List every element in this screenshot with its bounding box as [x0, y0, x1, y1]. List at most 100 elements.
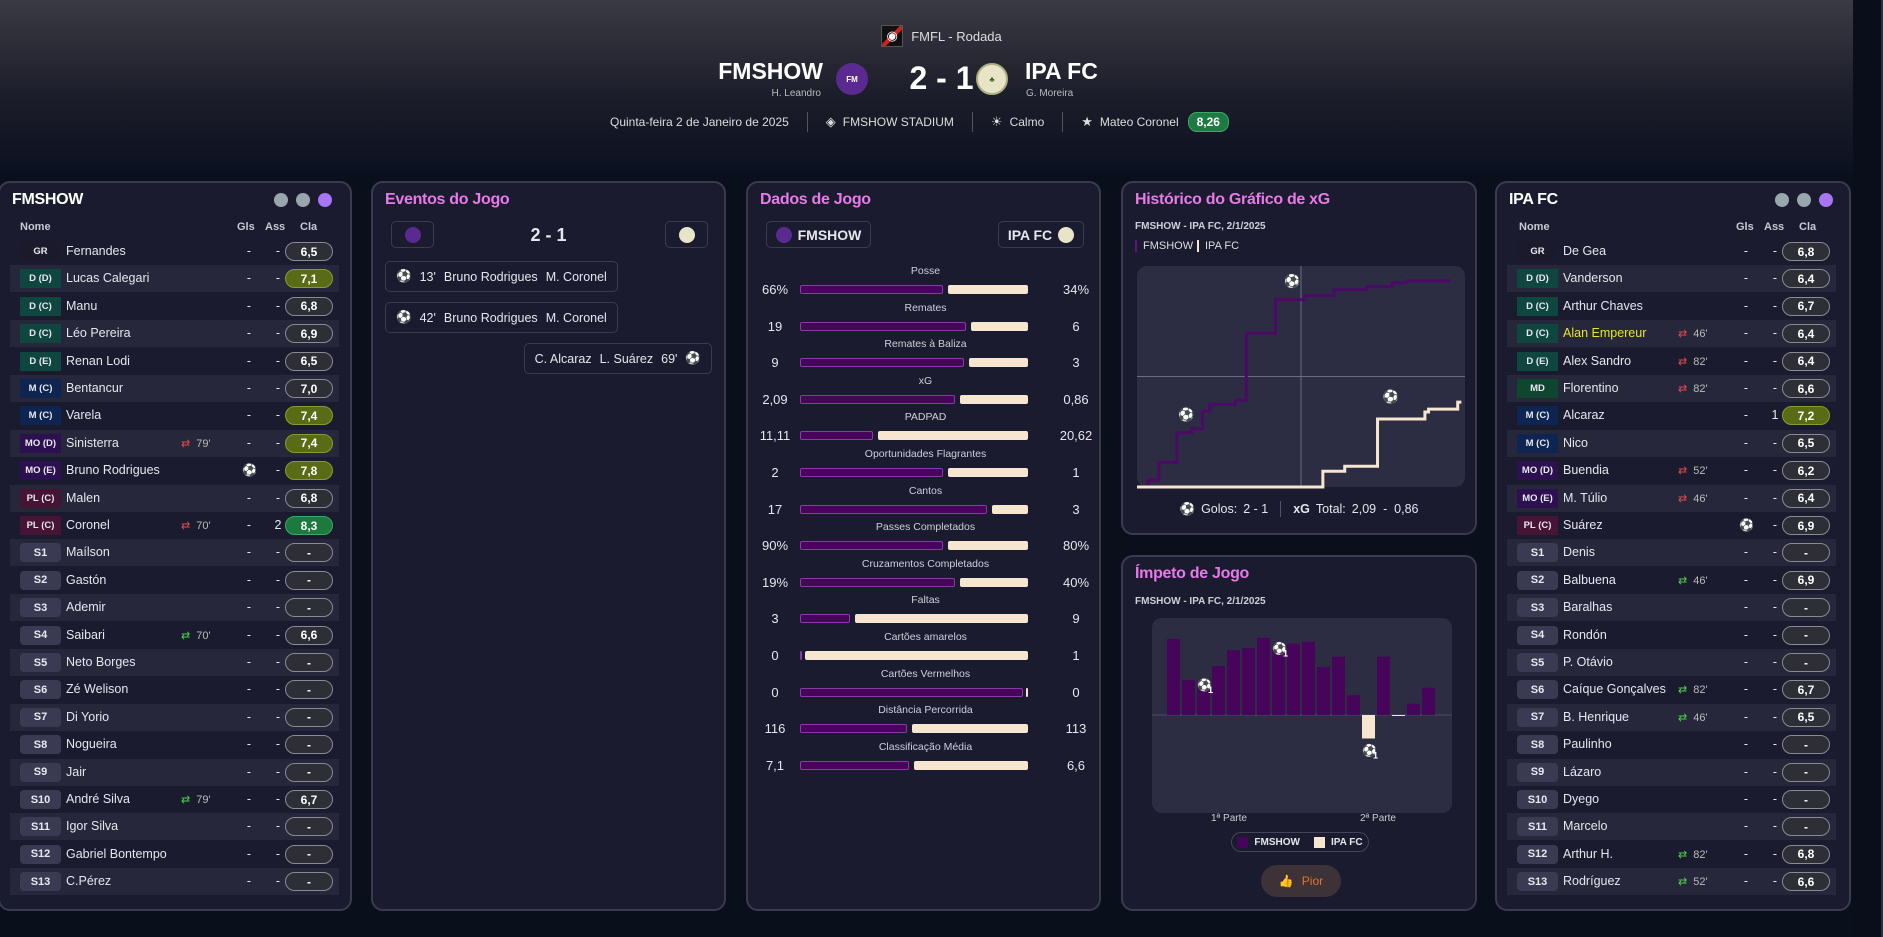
player-name[interactable]: Di Yorio: [66, 709, 110, 724]
player-name[interactable]: Lucas Calegari: [66, 271, 150, 286]
pior-button[interactable]: 👍 Pior: [1261, 865, 1341, 897]
player-name[interactable]: C.Pérez: [66, 874, 112, 889]
away-crest-icon[interactable]: ♣: [976, 63, 1008, 95]
player-name[interactable]: Neto Borges: [66, 655, 136, 669]
view-dot-2[interactable]: [1797, 193, 1811, 207]
player-row[interactable]: S9 Lázaro - - -: [1507, 758, 1836, 786]
player-name[interactable]: Baralhas: [1563, 600, 1613, 615]
player-row[interactable]: S4 Saibari ⇄ 70' - -6,6: [10, 622, 339, 649]
player-name[interactable]: Nico: [1563, 435, 1589, 450]
player-row[interactable]: D (C) Alan Empereur ⇄ 46' - -6,4: [1507, 320, 1836, 348]
player-row[interactable]: PL (C) Malen - -6,8: [10, 484, 339, 512]
player-name[interactable]: Lázaro: [1563, 764, 1602, 779]
player-row[interactable]: D (C) Léo Pereira - -6,9: [10, 320, 339, 348]
player-name[interactable]: B. Henrique: [1563, 709, 1630, 724]
player-name[interactable]: Zé Welison: [66, 682, 129, 697]
player-name[interactable]: Nogueira: [66, 737, 117, 752]
player-row[interactable]: S11 Marcelo - - -: [1507, 813, 1836, 841]
player-name[interactable]: Gabriel Bontempo: [66, 846, 167, 861]
away-team-name[interactable]: IPA FC: [1025, 58, 1098, 84]
player-name[interactable]: Alcaraz: [1563, 408, 1605, 423]
player-row[interactable]: S4 Rondón - - -: [1507, 622, 1836, 649]
player-name[interactable]: Bentancur: [66, 381, 123, 395]
player-name[interactable]: Paulinho: [1563, 737, 1612, 752]
xg-legend-home[interactable]: FMSHOW: [1135, 240, 1193, 252]
player-name[interactable]: P. Otávio: [1563, 655, 1613, 669]
player-row[interactable]: S10 André Silva ⇄ 79' - -6,7: [10, 786, 339, 813]
player-name[interactable]: M. Túlio: [1563, 490, 1608, 505]
stats-away-team[interactable]: IPA FC: [998, 221, 1084, 248]
away-manager[interactable]: G. Moreira: [1026, 88, 1074, 99]
player-name[interactable]: Fernandes: [66, 244, 126, 258]
player-row[interactable]: M (C) Nico - -6,5: [1507, 429, 1836, 457]
view-dot-3[interactable]: [318, 193, 332, 207]
player-row[interactable]: M (C) Alcaraz - 1 7,2: [1507, 402, 1836, 429]
player-row[interactable]: MO (D) Buendia ⇄ 52' - -6,2: [1507, 457, 1836, 484]
stadium[interactable]: FMSHOW STADIUM: [842, 115, 954, 129]
col-ass-header[interactable]: Ass: [1764, 221, 1785, 233]
player-row[interactable]: MO (E) M. Túlio ⇄ 46' - -6,4: [1507, 484, 1836, 512]
player-row[interactable]: S5 Neto Borges - - -: [10, 649, 339, 676]
player-name[interactable]: Maílson: [66, 545, 110, 560]
player-row[interactable]: S2 Gastón - - -: [10, 567, 339, 594]
player-row[interactable]: S10 Dyego - - -: [1507, 786, 1836, 813]
player-row[interactable]: D (C) Arthur Chaves - -6,7: [1507, 293, 1836, 320]
player-row[interactable]: S6 Caíque Gonçalves ⇄ 82' - -6,7: [1507, 676, 1836, 703]
player-name[interactable]: Caíque Gonçalves: [1563, 682, 1666, 697]
player-row[interactable]: PL (C) Coronel ⇄ 70' - 2 8,3: [10, 512, 339, 539]
player-row[interactable]: S3 Baralhas - - -: [1507, 594, 1836, 622]
player-row[interactable]: S8 Nogueira - - -: [10, 731, 339, 758]
player-row[interactable]: S12 Gabriel Bontempo - - -: [10, 841, 339, 868]
player-row[interactable]: MO (E)Bruno Rodrigues⚽2-7,8: [10, 457, 339, 494]
player-name[interactable]: Léo Pereira: [66, 326, 131, 341]
player-name[interactable]: Denis: [1563, 545, 1595, 560]
events-home-crest[interactable]: [391, 221, 434, 248]
player-name[interactable]: Sinisterra: [66, 435, 119, 450]
player-row[interactable]: S1 Denis - - -: [1507, 539, 1836, 567]
player-row[interactable]: MD Florentino ⇄ 82' - -6,6: [1507, 375, 1836, 402]
player-row[interactable]: S13 Rodríguez ⇄ 52' - -6,6: [1507, 868, 1836, 896]
player-name[interactable]: Suárez: [1563, 518, 1603, 532]
player-name[interactable]: Vanderson: [1563, 271, 1623, 286]
player-name[interactable]: Rondón: [1563, 627, 1607, 642]
player-name[interactable]: Marcelo: [1563, 819, 1608, 834]
view-switcher[interactable]: [1775, 193, 1833, 207]
player-row[interactable]: GR De Gea - -6,8: [1507, 238, 1836, 265]
player-name[interactable]: Jair: [66, 764, 87, 779]
player-name[interactable]: Buendia: [1563, 463, 1609, 478]
events-away-crest[interactable]: [665, 221, 708, 248]
col-name-header[interactable]: Nome: [20, 221, 51, 233]
player-row[interactable]: D (E) Renan Lodi - -6,5: [10, 348, 339, 375]
player-name[interactable]: Florentino: [1563, 381, 1619, 395]
player-name[interactable]: Arthur Chaves: [1563, 298, 1643, 313]
player-row[interactable]: S7 B. Henrique ⇄ 46' - -6,5: [1507, 703, 1836, 731]
player-name[interactable]: Malen: [66, 490, 101, 505]
player-row[interactable]: D (E) Alex Sandro ⇄ 82' - -6,4: [1507, 348, 1836, 375]
player-row[interactable]: GR Fernandes - -6,5: [10, 238, 339, 265]
goal-event[interactable]: ⚽ 42' Bruno Rodrigues M. Coronel: [385, 302, 618, 333]
view-dot-1[interactable]: [1775, 193, 1789, 207]
player-name[interactable]: Alan Empereur: [1563, 326, 1647, 341]
player-row[interactable]: S8 Paulinho - - -: [1507, 731, 1836, 758]
view-dot-1[interactable]: [274, 193, 288, 207]
goal-event[interactable]: C. Alcaraz L. Suárez 69' ⚽: [523, 343, 712, 374]
competition[interactable]: ◉ FMFL - Rodada: [0, 25, 1883, 47]
player-name[interactable]: Bruno Rodrigues: [66, 463, 160, 478]
home-manager[interactable]: H. Leandro: [771, 88, 821, 99]
col-cla-header[interactable]: Cla: [300, 221, 318, 233]
home-team-name[interactable]: FMSHOW: [718, 58, 823, 84]
col-gls-header[interactable]: Gls: [237, 221, 255, 233]
player-row[interactable]: MO (D) Sinisterra ⇄ 79' - -7,4: [10, 429, 339, 457]
player-row[interactable]: S7 Di Yorio - - -: [10, 703, 339, 731]
player-row[interactable]: S11 Igor Silva - - -: [10, 813, 339, 841]
player-name[interactable]: Dyego: [1563, 792, 1600, 806]
player-row[interactable]: S12 Arthur H. ⇄ 82' - -6,8: [1507, 841, 1836, 868]
player-row[interactable]: M (C) Bentancur - -7,0: [10, 375, 339, 402]
player-name[interactable]: De Gea: [1563, 244, 1607, 258]
player-name[interactable]: Coronel: [66, 518, 110, 532]
player-name[interactable]: Gastón: [66, 572, 107, 587]
player-row[interactable]: S2 Balbuena ⇄ 46' - -6,9: [1507, 567, 1836, 594]
player-row[interactable]: S1 Maílson - - -: [10, 539, 339, 567]
player-row[interactable]: S13 C.Pérez - - -: [10, 868, 339, 896]
player-of-match[interactable]: Mateo Coronel: [1099, 115, 1179, 129]
